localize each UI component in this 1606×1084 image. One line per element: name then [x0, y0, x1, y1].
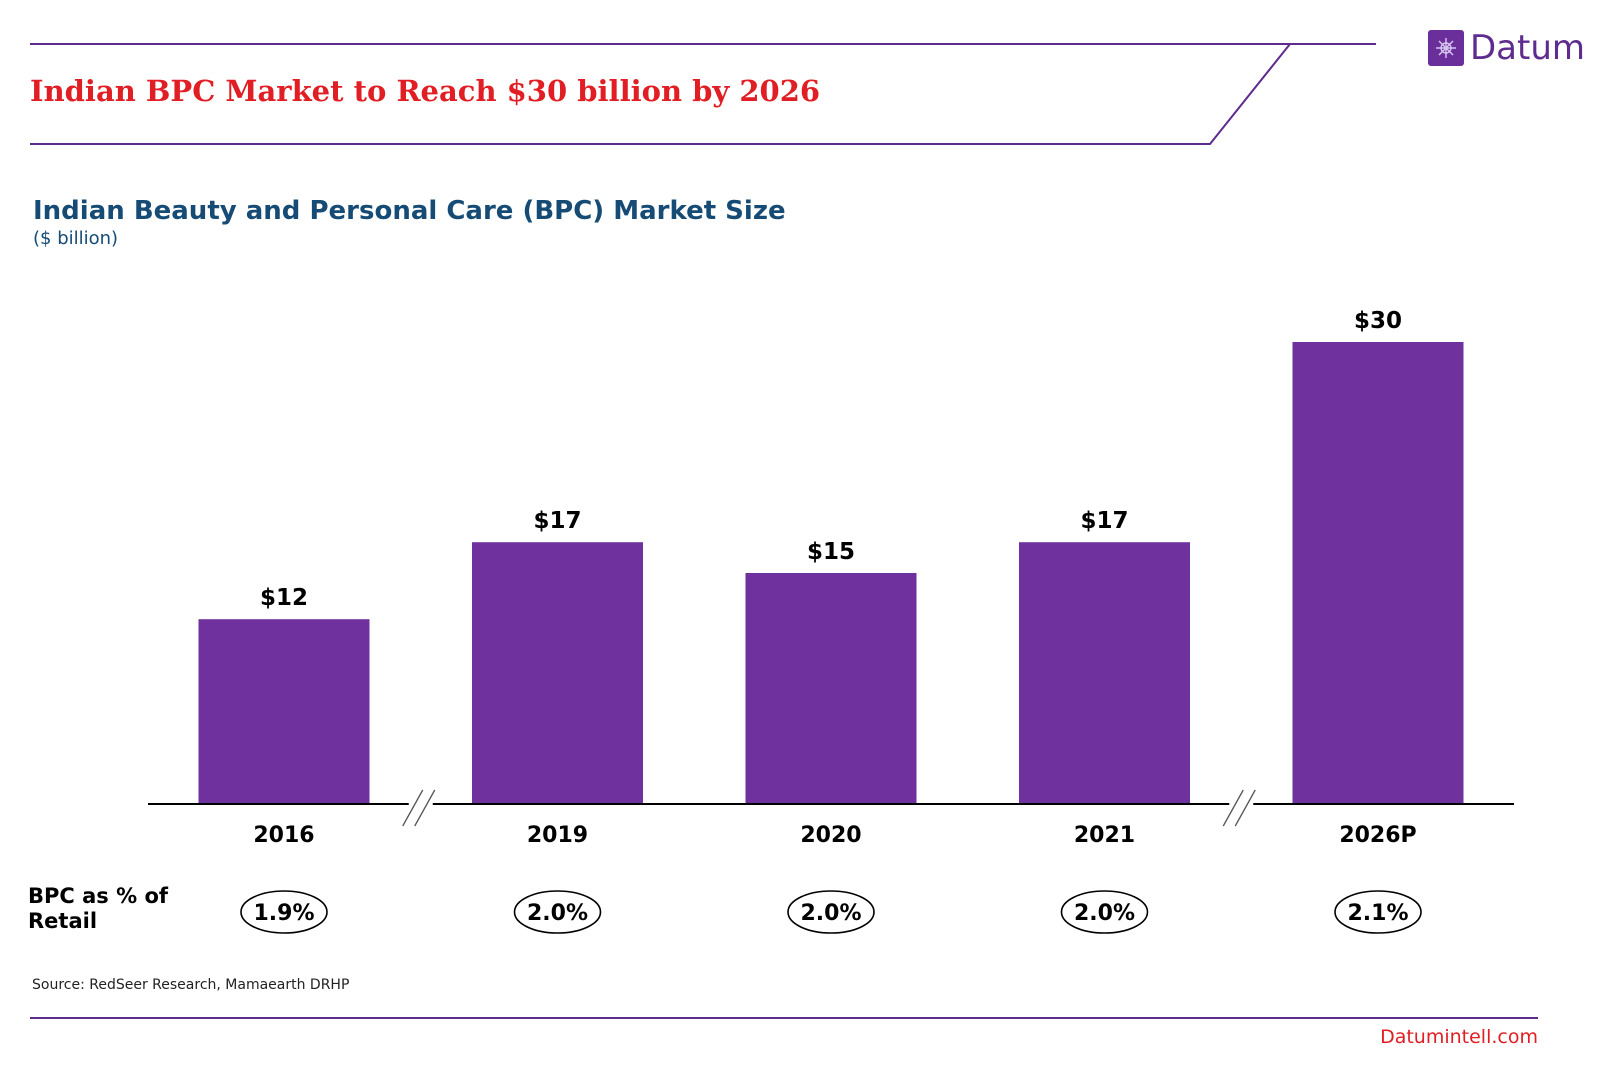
chart-title: Indian Beauty and Personal Care (BPC) Ma…: [33, 196, 786, 226]
header-frame-line: [30, 43, 1293, 145]
data-label-2016: $12: [260, 585, 308, 611]
bar-2016: [198, 619, 370, 804]
axis-break-gap: [408, 800, 433, 808]
retail-share-oval-2021: [1060, 890, 1149, 934]
page-title: Indian BPC Market to Reach $30 billion b…: [30, 74, 821, 108]
brand-logo: Datum: [1428, 28, 1585, 68]
retail-share-oval-2016: [240, 890, 328, 934]
data-label-2020: $15: [807, 539, 855, 565]
source-note: Source: RedSeer Research, Mamaearth DRHP: [32, 977, 350, 993]
data-label-2026P: $30: [1354, 308, 1402, 334]
datum-logo-icon: [1428, 30, 1464, 66]
retail-share-oval-2026P: [1334, 890, 1422, 934]
chart-unit: ($ billion): [33, 228, 119, 249]
retail-share-value-2021: 2.0%: [1074, 901, 1135, 926]
bar-2026P: [1292, 342, 1464, 804]
retail-share-value-2016: 1.9%: [253, 901, 314, 926]
bar-2021: [1019, 542, 1190, 804]
retail-share-oval-2020: [787, 890, 875, 934]
category-label-2019: 2019: [527, 823, 588, 848]
data-label-2021: $17: [1080, 508, 1128, 534]
category-label-2016: 2016: [253, 823, 314, 848]
category-label-2020: 2020: [800, 823, 861, 848]
axis-break-gap: [1229, 800, 1254, 808]
data-label-2019: $17: [533, 508, 581, 534]
axis-break-mark: [414, 789, 436, 827]
retail-share-value-2020: 2.0%: [800, 901, 861, 926]
retail-share-value-2026P: 2.1%: [1347, 901, 1408, 926]
axis-break-mark: [402, 789, 424, 827]
category-label-2026P: 2026P: [1339, 823, 1416, 848]
retail-share-value-2019: 2.0%: [527, 901, 588, 926]
category-label-2021: 2021: [1074, 823, 1135, 848]
axis-break-mark: [1234, 789, 1256, 827]
bar-2019: [472, 542, 643, 804]
axis-break-mark: [1222, 789, 1244, 827]
brand-name: Datum: [1470, 28, 1586, 68]
footer-url[interactable]: Datumintell.com: [1380, 1026, 1538, 1048]
retail-share-oval-2019: [513, 890, 602, 934]
retail-share-label: BPC as % of Retail: [28, 884, 169, 933]
bar-2020: [745, 573, 917, 804]
